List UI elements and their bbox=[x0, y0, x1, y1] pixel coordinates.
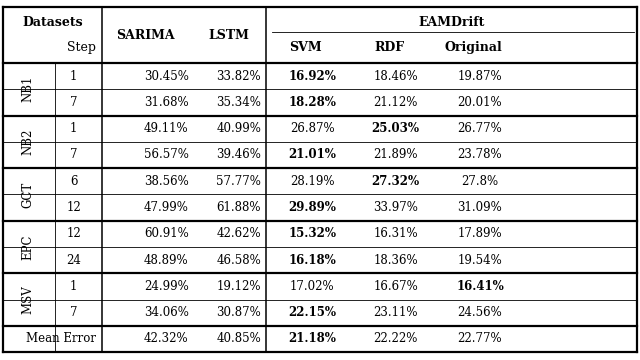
Text: 40.99%: 40.99% bbox=[216, 122, 261, 135]
Text: 25.03%: 25.03% bbox=[371, 122, 420, 135]
Text: 15.32%: 15.32% bbox=[288, 227, 337, 240]
Text: 48.89%: 48.89% bbox=[144, 253, 189, 267]
Text: 56.57%: 56.57% bbox=[144, 148, 189, 162]
Text: 39.46%: 39.46% bbox=[216, 148, 261, 162]
Text: 16.31%: 16.31% bbox=[373, 227, 418, 240]
Text: RDF: RDF bbox=[374, 41, 404, 54]
Text: 30.87%: 30.87% bbox=[216, 306, 261, 319]
Text: 47.99%: 47.99% bbox=[144, 201, 189, 214]
Text: Datasets: Datasets bbox=[22, 16, 83, 29]
Text: 18.36%: 18.36% bbox=[373, 253, 418, 267]
Text: 16.92%: 16.92% bbox=[289, 69, 336, 83]
Text: 6: 6 bbox=[70, 175, 77, 188]
Text: 12: 12 bbox=[66, 201, 81, 214]
Text: 21.18%: 21.18% bbox=[289, 332, 336, 346]
Text: Original: Original bbox=[445, 41, 502, 54]
Text: 42.62%: 42.62% bbox=[216, 227, 261, 240]
Text: 46.58%: 46.58% bbox=[216, 253, 261, 267]
Text: 29.89%: 29.89% bbox=[289, 201, 336, 214]
Text: EAMDrift: EAMDrift bbox=[418, 16, 484, 29]
Text: 42.32%: 42.32% bbox=[144, 332, 189, 346]
Text: 18.28%: 18.28% bbox=[289, 96, 336, 109]
Text: 7: 7 bbox=[70, 96, 77, 109]
Text: 19.12%: 19.12% bbox=[216, 280, 261, 293]
Text: 23.11%: 23.11% bbox=[373, 306, 418, 319]
Text: 21.01%: 21.01% bbox=[289, 148, 336, 162]
Text: 33.97%: 33.97% bbox=[373, 201, 418, 214]
Text: 35.34%: 35.34% bbox=[216, 96, 261, 109]
Text: 34.06%: 34.06% bbox=[144, 306, 189, 319]
Text: 20.01%: 20.01% bbox=[458, 96, 502, 109]
Text: NB2: NB2 bbox=[21, 129, 34, 155]
Text: 26.77%: 26.77% bbox=[458, 122, 502, 135]
Text: 7: 7 bbox=[70, 148, 77, 162]
Text: NB1: NB1 bbox=[21, 76, 34, 103]
Text: 1: 1 bbox=[70, 280, 77, 293]
Text: 57.77%: 57.77% bbox=[216, 175, 261, 188]
Text: SVM: SVM bbox=[290, 41, 322, 54]
Text: MSV: MSV bbox=[21, 285, 34, 314]
Text: 30.45%: 30.45% bbox=[144, 69, 189, 83]
Text: GCT: GCT bbox=[21, 181, 34, 207]
Text: 19.54%: 19.54% bbox=[458, 253, 502, 267]
Text: 23.78%: 23.78% bbox=[458, 148, 502, 162]
Text: Mean Error: Mean Error bbox=[26, 332, 96, 346]
Text: 61.88%: 61.88% bbox=[216, 201, 261, 214]
Text: 28.19%: 28.19% bbox=[290, 175, 335, 188]
Text: 24.99%: 24.99% bbox=[144, 280, 189, 293]
Text: 22.15%: 22.15% bbox=[288, 306, 337, 319]
Text: 22.22%: 22.22% bbox=[373, 332, 418, 346]
Text: 17.89%: 17.89% bbox=[458, 227, 502, 240]
Text: 1: 1 bbox=[70, 69, 77, 83]
Text: 21.89%: 21.89% bbox=[373, 148, 418, 162]
Text: 22.77%: 22.77% bbox=[458, 332, 502, 346]
Text: 12: 12 bbox=[66, 227, 81, 240]
Text: 27.8%: 27.8% bbox=[461, 175, 499, 188]
Text: SARIMA: SARIMA bbox=[116, 28, 175, 42]
Text: 26.87%: 26.87% bbox=[290, 122, 335, 135]
Text: Step: Step bbox=[67, 41, 96, 54]
Text: 31.09%: 31.09% bbox=[458, 201, 502, 214]
Text: 60.91%: 60.91% bbox=[144, 227, 189, 240]
Text: 16.41%: 16.41% bbox=[456, 280, 504, 293]
Text: 19.87%: 19.87% bbox=[458, 69, 502, 83]
Text: 33.82%: 33.82% bbox=[216, 69, 261, 83]
Text: 16.67%: 16.67% bbox=[373, 280, 418, 293]
Text: 18.46%: 18.46% bbox=[373, 69, 418, 83]
Text: 17.02%: 17.02% bbox=[290, 280, 335, 293]
Text: 16.18%: 16.18% bbox=[289, 253, 336, 267]
Text: 31.68%: 31.68% bbox=[144, 96, 189, 109]
Text: 38.56%: 38.56% bbox=[144, 175, 189, 188]
Text: 7: 7 bbox=[70, 306, 77, 319]
Text: EPC: EPC bbox=[21, 234, 34, 260]
Text: 27.32%: 27.32% bbox=[371, 175, 420, 188]
Text: 40.85%: 40.85% bbox=[216, 332, 261, 346]
Text: 21.12%: 21.12% bbox=[373, 96, 418, 109]
Text: 1: 1 bbox=[70, 122, 77, 135]
Text: 24: 24 bbox=[66, 253, 81, 267]
Text: 49.11%: 49.11% bbox=[144, 122, 189, 135]
Text: 24.56%: 24.56% bbox=[458, 306, 502, 319]
Text: LSTM: LSTM bbox=[209, 28, 249, 42]
